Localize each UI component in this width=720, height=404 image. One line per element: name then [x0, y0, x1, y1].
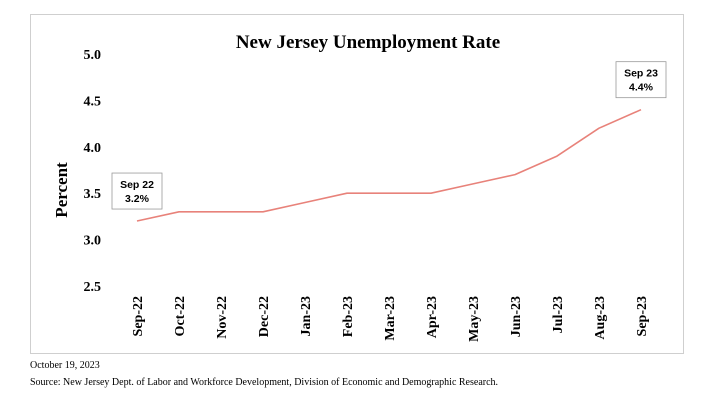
source-note: Source: New Jersey Dept. of Labor and Wo… — [30, 377, 499, 388]
annotation-label: Sep 22 3.2% — [111, 172, 163, 210]
line-chart: New Jersey Unemployment Rate Percent 2.5… — [52, 32, 667, 342]
x-tick-label: Sep-22 — [131, 296, 146, 336]
x-tick-label: Jul-23 — [551, 296, 566, 333]
x-tick-label: May-23 — [467, 296, 482, 342]
annotation-text: 3.2% — [125, 193, 150, 205]
annotation-text: 4.4% — [629, 82, 654, 94]
x-tick-label: Mar-23 — [383, 296, 398, 341]
x-tick-label: Dec-22 — [257, 296, 272, 337]
x-tick-label: Apr-23 — [425, 296, 440, 338]
y-tick-label: 3.0 — [84, 234, 102, 249]
y-tick-label: 5.0 — [84, 48, 102, 63]
chart-frame: New Jersey Unemployment Rate Percent 2.5… — [30, 14, 684, 354]
annotation-label: Sep 23 4.4% — [615, 61, 667, 99]
series-line — [136, 108, 642, 222]
annotation-box — [111, 172, 163, 210]
x-axis-ticks: Sep-22 Oct-22 Nov-22 Dec-22 Jan-23 Feb-23 Mar-… — [131, 296, 650, 342]
x-tick-label: Oct-22 — [173, 296, 188, 336]
annotation-box — [615, 61, 667, 99]
x-tick-label: Aug-23 — [593, 296, 608, 340]
annotation-text: Sep 22 — [120, 179, 154, 191]
annotation-text: Sep 23 — [624, 68, 658, 80]
date-note: October 19, 2023 — [30, 360, 100, 371]
y-tick-label: 2.5 — [84, 280, 102, 295]
annotations: Sep 22 3.2% Sep 23 4.4% — [111, 61, 667, 210]
x-tick-label: Sep-23 — [635, 296, 650, 336]
chart-title: New Jersey Unemployment Rate — [236, 32, 500, 53]
x-tick-label: Jun-23 — [509, 296, 524, 337]
y-tick-label: 4.5 — [84, 94, 102, 109]
x-tick-label: Feb-23 — [341, 296, 356, 337]
y-tick-label: 3.5 — [84, 187, 102, 202]
x-tick-label: Jan-23 — [299, 296, 314, 336]
y-axis-label: Percent — [52, 162, 71, 218]
y-tick-label: 4.0 — [84, 141, 102, 156]
y-axis-ticks: 2.5 3.0 3.5 4.0 4.5 5.0 — [84, 48, 102, 295]
x-tick-label: Nov-22 — [215, 296, 230, 339]
